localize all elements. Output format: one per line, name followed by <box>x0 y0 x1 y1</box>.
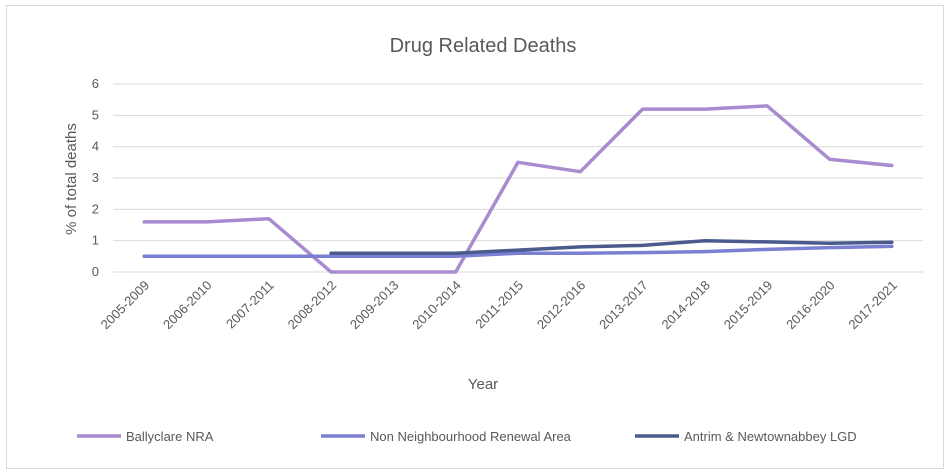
x-tick-labels: 2005-2009 2006-2010 2007-2011 2008-2012 2009… <box>98 278 900 333</box>
legend-label: Ballyclare NRA <box>126 429 214 444</box>
legend: Ballyclare NRA Non Neighbourhood Renewal … <box>77 429 857 444</box>
legend-label: Non Neighbourhood Renewal Area <box>370 429 572 444</box>
x-axis-title: Year <box>468 376 498 393</box>
y-tick-label: 6 <box>92 76 99 91</box>
series-line <box>329 238 894 255</box>
x-tick-label: 2014-2018 <box>658 278 713 333</box>
series-line <box>142 104 894 274</box>
series-line <box>142 244 894 259</box>
x-tick-label: 2013-2017 <box>596 278 651 333</box>
x-tick-label: 2016-2020 <box>783 278 838 333</box>
legend-label: Antrim & Newtownabbey LGD <box>684 429 857 444</box>
x-tick-label: 2006-2010 <box>160 278 215 333</box>
y-tick-label: 3 <box>92 170 99 185</box>
x-tick-label: 2012-2016 <box>534 278 589 333</box>
y-tick-label: 0 <box>92 264 99 279</box>
legend-item: Antrim & Newtownabbey LGD <box>635 429 857 444</box>
series-lines <box>142 104 894 274</box>
gridlines <box>113 83 923 273</box>
x-tick-label: 2005-2009 <box>98 278 153 333</box>
x-tick-label: 2010-2014 <box>409 278 464 333</box>
x-tick-label: 2009-2013 <box>347 278 402 333</box>
y-tick-label: 2 <box>92 201 99 216</box>
y-tick-label: 1 <box>92 233 99 248</box>
x-tick-label: 2007-2011 <box>223 278 277 332</box>
y-axis-title: % of total deaths <box>63 123 80 235</box>
x-tick-label: 2008-2012 <box>285 278 340 333</box>
y-tick-label: 5 <box>92 107 99 122</box>
x-tick-label: 2017-2021 <box>845 278 900 333</box>
y-tick-label: 4 <box>92 139 99 154</box>
legend-item: Non Neighbourhood Renewal Area <box>321 429 572 444</box>
legend-item: Ballyclare NRA <box>77 429 214 444</box>
chart-title: Drug Related Deaths <box>390 35 577 57</box>
x-tick-label: 2011-2015 <box>472 278 526 332</box>
x-tick-label: 2015-2019 <box>721 278 776 333</box>
y-tick-labels: 0 1 2 3 4 5 6 <box>92 76 99 279</box>
